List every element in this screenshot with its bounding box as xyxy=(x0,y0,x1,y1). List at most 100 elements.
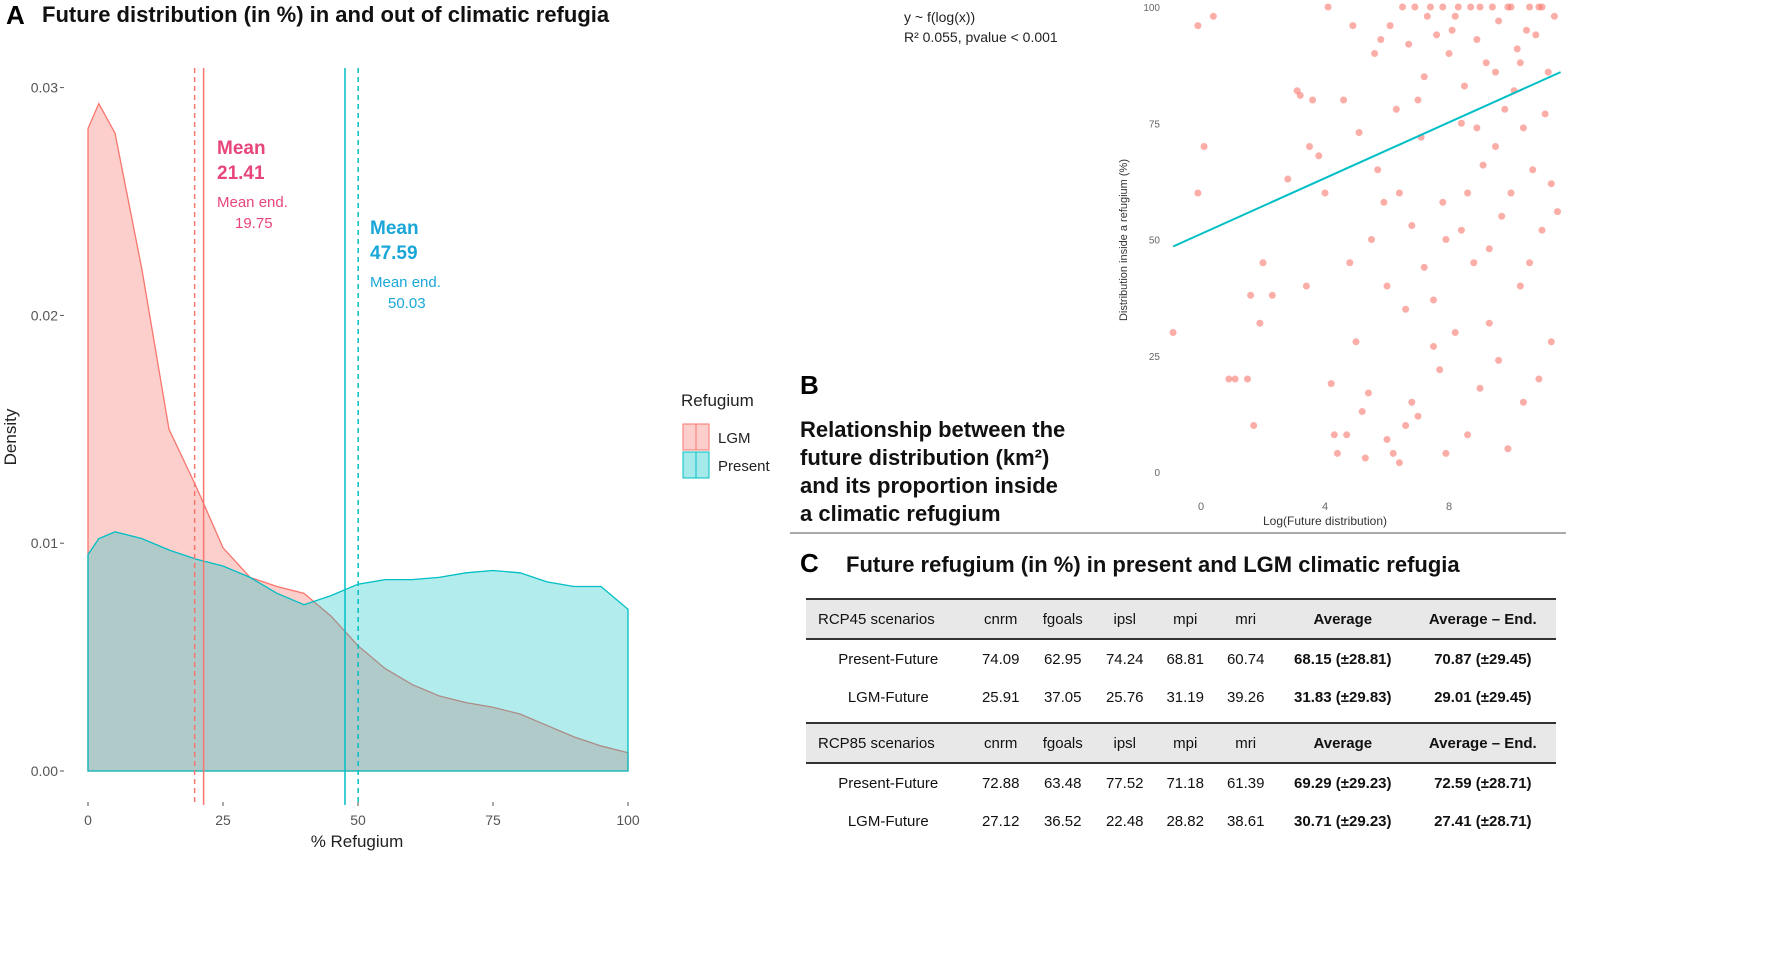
column-header: mpi xyxy=(1154,598,1216,640)
panel-c-title: Future refugium (in %) in present and LG… xyxy=(846,552,1460,577)
legend-title: Refugium xyxy=(681,391,754,410)
scatter-point xyxy=(1408,222,1416,230)
table-cell: 62.95 xyxy=(1043,650,1082,668)
scatter-point xyxy=(1476,384,1484,392)
panel-a-title: Future distribution (in %) in and out of… xyxy=(42,2,610,27)
scatter-point xyxy=(1225,375,1233,383)
scatter-point xyxy=(1538,226,1546,234)
scatter-point xyxy=(1492,68,1499,76)
scatter-point xyxy=(1526,259,1534,267)
scatter-point xyxy=(1194,189,1202,197)
scatter-point xyxy=(1194,22,1202,30)
scatter-point xyxy=(1504,445,1512,453)
y-tick-label: 75 xyxy=(1149,119,1161,130)
scatter-point xyxy=(1420,263,1428,271)
model-stats: R² 0.055, pvalue < 0.001 xyxy=(904,29,1058,45)
scatter-point xyxy=(1454,3,1462,11)
scatter-point xyxy=(1349,22,1357,30)
results-table-wrap: RCP45 scenarios cnrm fgoals ipsl mpi mri Avera… xyxy=(806,598,1556,840)
column-header: Average xyxy=(1275,598,1410,640)
mean-end-label: Mean end. xyxy=(370,274,441,291)
scatter-point xyxy=(1383,435,1391,443)
scatter-point xyxy=(1451,12,1459,20)
scatter-point xyxy=(1544,68,1552,76)
scatter-point xyxy=(1231,375,1239,383)
scatter-point xyxy=(1495,17,1503,25)
scatter-point xyxy=(1402,305,1410,313)
table-cell: 39.26 xyxy=(1226,688,1265,706)
scatter-point xyxy=(1439,198,1447,206)
table-cell: 60.74 xyxy=(1226,650,1265,668)
scatter-point xyxy=(1380,198,1388,206)
column-header: mri xyxy=(1215,598,1276,640)
scatter-point xyxy=(1436,366,1444,374)
scatter-point xyxy=(1361,454,1369,462)
y-tick-label: 0.01 xyxy=(31,535,58,551)
scatter-point xyxy=(1430,342,1437,350)
scatter-point xyxy=(1554,208,1561,216)
mean-value: 47.59 xyxy=(370,243,418,264)
scatter-point xyxy=(1414,96,1422,104)
scatter-point xyxy=(1513,45,1521,53)
table-cell: Present-Future xyxy=(838,774,939,792)
panel-b-letter: B xyxy=(800,370,819,400)
mean-label: Mean xyxy=(370,218,419,239)
scatter-point xyxy=(1485,245,1493,253)
scatter-point xyxy=(1352,338,1360,346)
scatter-point xyxy=(1309,96,1317,104)
scatter-point xyxy=(1501,105,1509,113)
scatter-point xyxy=(1442,236,1450,243)
scatter-point xyxy=(1327,380,1335,388)
scatter-point xyxy=(1414,412,1422,420)
scatter-point xyxy=(1473,124,1481,132)
table-cell: 69.29 (±29.23) xyxy=(1294,774,1392,792)
scatter-point xyxy=(1507,3,1515,11)
table-cell: 28.82 xyxy=(1166,812,1204,830)
table-cell: 71.18 xyxy=(1166,774,1204,792)
column-header: mri xyxy=(1215,722,1276,764)
scatter-point xyxy=(1330,431,1338,439)
table-cell: 63.48 xyxy=(1043,774,1082,792)
scatter-point xyxy=(1519,398,1527,406)
panel-b-line: future distribution (km²) xyxy=(800,445,1050,470)
x-tick-label: 75 xyxy=(485,812,501,828)
scatter-point xyxy=(1457,226,1465,234)
scatter-point xyxy=(1268,291,1276,299)
table-cell: 36.52 xyxy=(1043,812,1082,830)
results-table: RCP45 scenarios cnrm fgoals ipsl mpi mri Avera… xyxy=(806,598,1556,840)
scatter-point xyxy=(1550,12,1558,20)
scatter-point xyxy=(1364,389,1372,397)
scatter-point xyxy=(1541,110,1549,118)
y-tick-label: 50 xyxy=(1149,236,1161,247)
column-header: RCP85 scenarios xyxy=(806,722,971,764)
panel-b-description: Relationship between the future distribu… xyxy=(800,416,1090,528)
scatter-point xyxy=(1383,282,1391,290)
panel-b-line: a climatic refugium xyxy=(800,501,1001,526)
scatter-point xyxy=(1467,3,1475,11)
table-cell: 31.19 xyxy=(1166,688,1204,706)
scatter-point xyxy=(1485,319,1493,327)
table-cell: 38.61 xyxy=(1226,812,1265,830)
scatter-point xyxy=(1430,296,1437,304)
scatter-point xyxy=(1395,189,1403,197)
scatter-point xyxy=(1519,124,1527,132)
column-header: ipsl xyxy=(1094,598,1155,640)
x-tick-label: 0 xyxy=(84,812,92,828)
scatter-point xyxy=(1516,282,1524,290)
scatter-point xyxy=(1442,449,1450,457)
y-tick-label: 0.00 xyxy=(31,763,58,779)
scatter-point xyxy=(1296,91,1304,99)
column-header: RCP45 scenarios xyxy=(806,598,971,640)
scatter-point xyxy=(1482,59,1490,67)
scatter-point xyxy=(1371,50,1379,57)
table-cell: 74.24 xyxy=(1105,650,1144,668)
scatter-point xyxy=(1423,12,1431,20)
scatter-point xyxy=(1532,31,1540,39)
mean-end-value: 19.75 xyxy=(235,215,273,232)
y-axis-label: Distribution inside a refugium (%) xyxy=(1118,159,1130,321)
scatter-point xyxy=(1244,375,1251,383)
model-formula: y ~ f(log(x)) xyxy=(904,9,975,25)
table-cell: 70.87 (±29.45) xyxy=(1434,650,1532,668)
scatter-point xyxy=(1169,329,1177,336)
